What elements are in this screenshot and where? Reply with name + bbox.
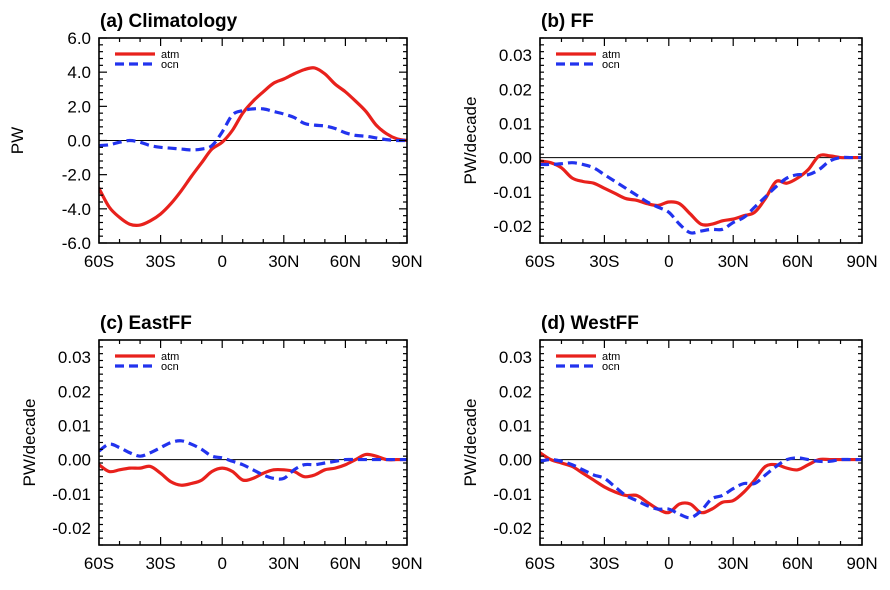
panel-title: (a) Climatology	[100, 11, 238, 32]
panel-eastff: (c) EastFF 60S 30S 0 30N 60N 90N -0.02 -0.01 0.00…	[20, 313, 423, 573]
y-tick-label: 0.01	[499, 114, 532, 133]
y-axis-label: PW	[8, 127, 27, 154]
x-tick-label: 30S	[145, 252, 175, 271]
x-tick-label: 0	[664, 554, 673, 573]
panel-westff: (d) WestFF 60S 30S 0 30N 60N 90N -0.02 -0.01 0.00…	[461, 313, 878, 573]
plot-frame	[539, 339, 863, 546]
panel-ff: (b) FF 60S 30S 0 30N 60N 90N -0.02 -0.01 0.00 0.01…	[461, 11, 878, 271]
y-tick-label: 0.00	[58, 451, 91, 470]
y-tick-label: 4.0	[67, 63, 91, 82]
series-line-ocn	[540, 155, 862, 235]
x-tick-label: 60N	[782, 252, 813, 271]
y-tick-label: -0.01	[52, 485, 91, 504]
x-tick-label: 30S	[145, 554, 175, 573]
y-tick-label: 0.03	[499, 348, 532, 367]
x-tick-label: 60S	[525, 252, 555, 271]
x-tick-label: 30N	[268, 554, 299, 573]
x-tick-label: 30N	[718, 252, 749, 271]
panel-title: (c) EastFF	[100, 313, 192, 334]
y-tick-label: 0.03	[499, 46, 532, 65]
y-tick-label: -0.02	[52, 519, 91, 538]
x-tick-label: 0	[664, 252, 673, 271]
x-tick-label: 0	[217, 554, 226, 573]
legend-label-ocn: ocn	[602, 59, 620, 71]
y-tick-label: 0.0	[67, 132, 91, 151]
series-line-atm	[540, 153, 862, 227]
series-line-ocn	[99, 439, 407, 481]
y-tick-label: 0.01	[58, 416, 91, 435]
legend-label-ocn: ocn	[161, 59, 179, 71]
y-axis-label: PW/decade	[461, 97, 480, 185]
series-line-atm	[99, 452, 407, 487]
y-tick-label: 0.03	[58, 348, 91, 367]
x-tick-label: 90N	[846, 252, 877, 271]
x-tick-label: 30N	[718, 554, 749, 573]
legend-label-atm: atm	[602, 351, 620, 363]
y-tick-label: 0.00	[499, 451, 532, 470]
series-line-ocn	[540, 456, 862, 520]
x-tick-label: 90N	[391, 252, 422, 271]
y-tick-label: 0.02	[499, 382, 532, 401]
x-tick-label: 30S	[589, 252, 619, 271]
series-line-atm	[99, 66, 407, 227]
y-tick-label: -6.0	[62, 234, 91, 253]
y-axis-label: PW/decade	[20, 399, 39, 487]
legend-label-atm: atm	[161, 351, 179, 363]
y-tick-label: 0.00	[499, 149, 532, 168]
y-tick-label: 0.01	[499, 416, 532, 435]
x-tick-label: 90N	[391, 554, 422, 573]
y-tick-label: -4.0	[62, 200, 91, 219]
series-line-ocn	[99, 107, 407, 152]
legend-label-ocn: ocn	[602, 361, 620, 373]
y-tick-label: 6.0	[67, 29, 91, 48]
y-tick-label: -0.01	[493, 183, 532, 202]
legend-label-atm: atm	[602, 49, 620, 61]
y-tick-label: 0.02	[58, 382, 91, 401]
y-tick-label: -2.0	[62, 166, 91, 185]
panel-climatology: (a) Climatology 60S 30S 0 30N 60N 90N -6.0 -4.0 -…	[8, 11, 423, 271]
panel-title: (d) WestFF	[541, 313, 639, 334]
y-tick-label: -0.02	[493, 217, 532, 236]
x-tick-label: 60S	[84, 554, 114, 573]
legend-label-ocn: ocn	[161, 361, 179, 373]
y-tick-label: -0.01	[493, 485, 532, 504]
x-tick-label: 60N	[330, 554, 361, 573]
y-tick-label: 2.0	[67, 97, 91, 116]
x-tick-label: 30S	[589, 554, 619, 573]
y-tick-label: -0.02	[493, 519, 532, 538]
x-tick-label: 60N	[330, 252, 361, 271]
panel-title: (b) FF	[541, 11, 594, 32]
y-axis-label: PW/decade	[461, 399, 480, 487]
x-tick-label: 90N	[846, 554, 877, 573]
plot-frame	[98, 339, 408, 546]
x-tick-label: 30N	[268, 252, 299, 271]
x-tick-label: 0	[217, 252, 226, 271]
y-tick-label: 0.02	[499, 80, 532, 99]
x-tick-label: 60N	[782, 554, 813, 573]
legend-label-atm: atm	[161, 49, 179, 61]
plot-frame	[539, 37, 863, 244]
x-tick-label: 60S	[84, 252, 114, 271]
x-tick-label: 60S	[525, 554, 555, 573]
